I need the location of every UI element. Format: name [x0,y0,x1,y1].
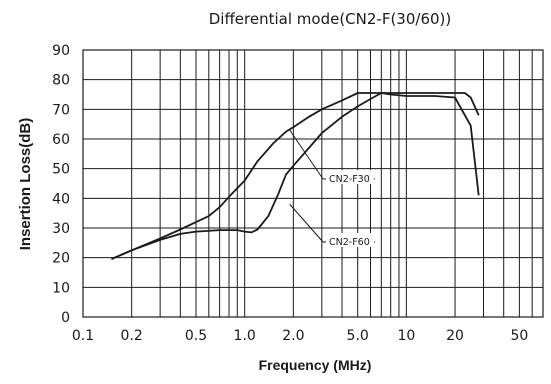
annotation-label: CN2-F30 [329,174,370,185]
y-tick-label: 70 [52,102,70,118]
x-tick-label: 5.0 [347,328,369,344]
x-tick-label: 2.0 [282,328,304,344]
series-line-cn2-f30 [111,92,480,260]
series-line-cn2-f60 [111,92,480,260]
y-axis-label: Insertion Loss(dB) [17,118,34,251]
x-tick-label: 50 [510,328,528,344]
y-tick-label: 60 [52,132,70,148]
series-annotations: CN2-F30 CN2-F60 [289,129,375,248]
y-tick-label: 20 [52,251,70,267]
series-lines [111,92,480,260]
y-tick-label: 90 [52,43,70,59]
x-tick-label: 10 [397,328,415,344]
annotation-leader [289,129,324,180]
x-tick-label: 0.5 [185,328,207,344]
y-tick-label: 80 [52,73,70,89]
plot-frame [82,49,544,318]
y-tick-label: 40 [52,191,70,207]
annotation-bg [326,233,374,247]
x-axis-label: Frequency (MHz) [259,357,372,373]
y-tick-label: 50 [52,162,70,178]
chart-title: Differential mode(CN2-F(30/60)) [209,10,451,28]
x-tick-label: 0.1 [72,328,94,344]
x-tick-label: 0.2 [121,328,143,344]
x-tick-label: 20 [446,328,464,344]
annotation-label: CN2-F60 [329,237,370,248]
x-tick-labels: 0.1 0.2 0.5 1.0 2.0 5.0 10 20 50 [72,328,528,344]
y-tick-labels: 0 10 20 30 40 50 60 70 80 90 [52,43,70,326]
annotation-leader [289,203,324,243]
y-tick-label: 30 [52,221,70,237]
y-tick-label: 0 [61,310,70,326]
annotation-bg [326,170,374,184]
grid [82,49,544,318]
y-tick-label: 10 [52,280,70,296]
x-tick-label: 1.0 [234,328,256,344]
